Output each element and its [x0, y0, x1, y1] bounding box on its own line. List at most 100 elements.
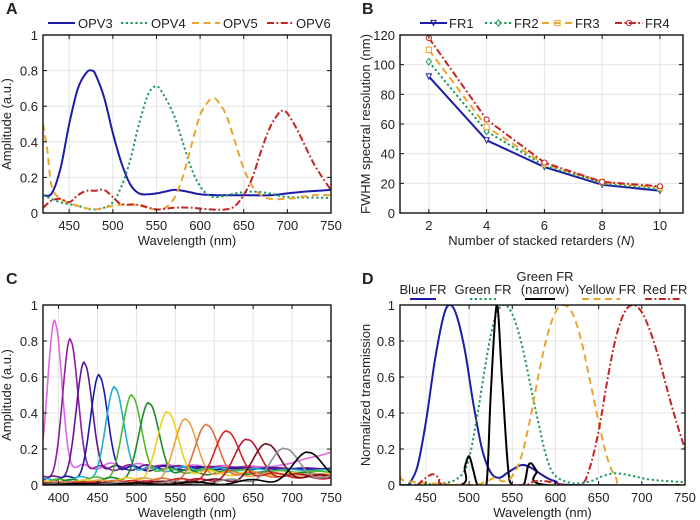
- y-tick-label: 0: [31, 478, 38, 493]
- data-point-marker: [541, 159, 548, 166]
- series-line-0: [43, 69, 331, 197]
- x-tick-label: 550: [164, 490, 186, 505]
- legend-label: FR4: [645, 16, 670, 31]
- x-tick-label: 500: [458, 490, 480, 505]
- y-tick-label: 0.6: [20, 370, 38, 385]
- x-tick-label: 600: [189, 218, 211, 233]
- x-axis-label: Wavelength (nm): [493, 505, 592, 520]
- plot-frame: [399, 304, 686, 486]
- y-tick-label: 0.8: [20, 64, 38, 79]
- x-tick-label: 700: [631, 490, 653, 505]
- series-line-720: [43, 451, 331, 485]
- legend-label: FR2: [514, 16, 539, 31]
- data-point-marker: [495, 19, 502, 27]
- y-tick-label: 0: [388, 478, 395, 493]
- series-line-0: [407, 305, 685, 485]
- x-tick-label: 10: [653, 218, 667, 233]
- x-axis-label-italic: N: [621, 233, 631, 248]
- data-point-marker: [425, 73, 433, 81]
- series-line-3: [43, 109, 331, 211]
- legend-label: Yellow FR: [578, 282, 636, 297]
- legend-label: OPV4: [151, 16, 186, 31]
- y-tick-label: 120: [373, 28, 395, 43]
- y-tick-label: 100: [373, 58, 395, 73]
- legend-label: Blue FR: [400, 282, 447, 297]
- panel-a: A 450 500 550 600 650 700 750 0 0.2 0.4 0.6 0.8 1 Wave…: [0, 1, 342, 248]
- x-tick-label: 4: [483, 218, 490, 233]
- x-tick-label: 550: [146, 218, 168, 233]
- y-tick-label: 0.6: [377, 370, 395, 385]
- x-tick-label: 650: [233, 218, 255, 233]
- y-tick-label: 1: [388, 298, 395, 313]
- plot-area: [400, 305, 685, 485]
- x-tick-label: 650: [242, 490, 264, 505]
- data-point-marker: [483, 123, 490, 131]
- panel-letter: D: [362, 271, 374, 288]
- series-line-415: [43, 338, 331, 478]
- y-tick-label: 0.8: [20, 334, 38, 349]
- x-tick-label: 750: [674, 490, 696, 505]
- x-tick-label: 700: [277, 218, 299, 233]
- y-tick-label: 0: [31, 206, 38, 221]
- x-tick-label: 500: [126, 490, 148, 505]
- data-point-marker: [425, 57, 433, 66]
- y-tick-label: 0.2: [377, 442, 395, 457]
- y-tick-label: 0: [388, 206, 395, 221]
- y-tick-label: 0.2: [20, 170, 38, 185]
- y-tick-label: 1: [31, 298, 38, 313]
- series-line-2: [400, 305, 685, 485]
- x-tick-label: 600: [203, 490, 225, 505]
- y-tick-label: 80: [381, 87, 395, 102]
- y-tick-label: 0.4: [20, 135, 38, 150]
- x-axis-label: Number of stacked retarders (N): [448, 233, 634, 248]
- y-tick-label: 0.4: [20, 406, 38, 421]
- legend-label: OPV3: [78, 16, 113, 31]
- panel-c: C 400 450 500 550 600 650 700 750 0 0.2 0.4 0.6 0.8 1 W…: [0, 271, 342, 520]
- x-tick-label: 600: [545, 490, 567, 505]
- y-tick-label: 60: [381, 117, 395, 132]
- legend-label: Green FR: [516, 269, 573, 284]
- legend: FR1 FR2 FR3 FR4: [430, 16, 670, 31]
- data-point-marker: [425, 46, 432, 53]
- legend-label: FR1: [449, 16, 474, 31]
- y-tick-label: 20: [381, 176, 395, 191]
- x-tick-label: 750: [320, 218, 342, 233]
- x-axis-label: Wavelength (nm): [138, 505, 237, 520]
- y-tick-label: 1: [31, 28, 38, 43]
- data-point-marker: [656, 183, 663, 190]
- plot-frame: [42, 304, 332, 486]
- plot-area: [43, 69, 331, 211]
- series-line-494: [43, 394, 331, 484]
- x-axis-label-end: ): [630, 233, 634, 248]
- y-tick-label: 0.2: [20, 442, 38, 457]
- plot-area: [43, 319, 331, 485]
- data-point-marker: [483, 127, 490, 136]
- x-tick-label: 450: [87, 490, 109, 505]
- x-tick-label: 400: [48, 490, 70, 505]
- series-line-433: [43, 361, 331, 482]
- panel-d: D 450 500 550 600 650 700 750 0 0.2 0.4 0.6 0.8 1 Wave…: [358, 269, 696, 520]
- x-tick-label: 550: [501, 490, 523, 505]
- panel-letter: A: [6, 1, 18, 18]
- plot-frame: [42, 34, 332, 214]
- y-axis-label: FWHM spectral resolution (nm): [358, 34, 373, 214]
- x-tick-label: 450: [415, 490, 437, 505]
- series-line-1: [400, 305, 685, 485]
- series-line-4: [416, 305, 685, 485]
- y-axis-label: Normalized transmission: [358, 324, 373, 466]
- x-tick-label: 6: [541, 218, 548, 233]
- x-tick-label: 8: [599, 218, 606, 233]
- legend-label: OPV6: [296, 16, 331, 31]
- series-line-3: [400, 305, 685, 485]
- x-tick-label: 500: [102, 218, 124, 233]
- y-tick-label: 40: [381, 147, 395, 162]
- x-tick-label: 2: [425, 218, 432, 233]
- x-tick-label: 750: [320, 490, 342, 505]
- x-tick-label: 450: [58, 218, 80, 233]
- data-point-marker: [483, 116, 490, 123]
- data-point-marker: [483, 137, 491, 145]
- y-axis-label: Amplitude (a.u.): [0, 349, 14, 441]
